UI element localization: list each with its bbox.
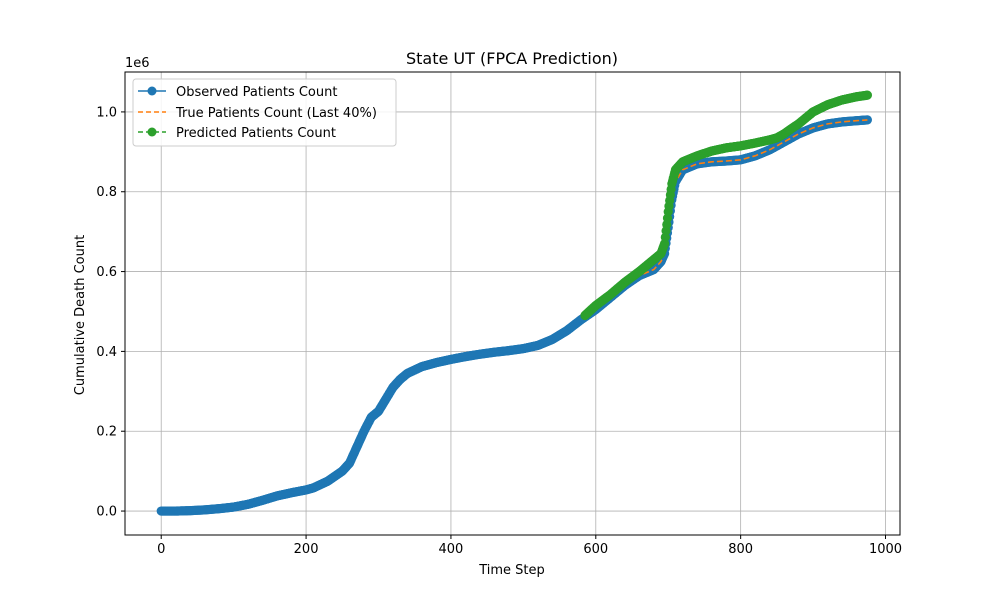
x-tick-label: 800 (728, 542, 753, 557)
grid (125, 72, 900, 535)
y-tick-label: 0.2 (96, 425, 117, 440)
x-axis-label: Time Step (478, 563, 545, 578)
x-tick-label: 200 (294, 542, 319, 557)
y-tick-label: 0.8 (96, 185, 117, 200)
legend-label-true: True Patients Count (Last 40%) (175, 106, 377, 121)
legend-label-predicted: Predicted Patients Count (176, 126, 336, 141)
legend: Observed Patients Count True Patients Co… (132, 78, 397, 147)
point-predicted (862, 90, 873, 100)
series-layer (156, 90, 873, 516)
y-offset-label: 1e6 (125, 56, 150, 71)
x-tick-label: 1000 (869, 542, 902, 557)
y-tick-label: 1.0 (96, 105, 117, 120)
y-tick-label: 0.4 (96, 345, 117, 360)
legend-marker-observed (147, 86, 157, 96)
y-tick-label: 0.6 (96, 265, 117, 280)
x-tick-label: 400 (439, 542, 464, 557)
y-axis-label: Cumulative Death Count (73, 235, 88, 395)
point-observed (862, 115, 873, 125)
y-tick-label: 0.0 (96, 505, 117, 520)
legend-marker-predicted (147, 127, 157, 137)
x-tick-label: 0 (157, 542, 165, 557)
legend-box (132, 78, 397, 147)
legend-label-observed: Observed Patients Count (176, 85, 337, 100)
x-tick-label: 600 (583, 542, 608, 557)
ticks: 0 200 400 600 800 1000 0.0 0.2 0.4 0.6 0.8 1.0 (96, 105, 902, 557)
chart-title: State UT (FPCA Prediction) (406, 49, 618, 68)
series-predicted (580, 90, 873, 321)
axes-frame (124, 71, 901, 536)
